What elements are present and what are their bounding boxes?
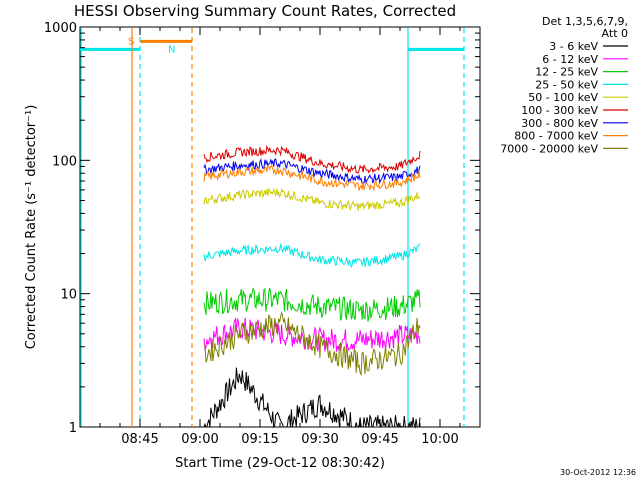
legend-label: 100 - 300 keV (521, 104, 598, 117)
y-tick-label: 1 (69, 421, 77, 436)
legend-label: 12 - 25 keV (535, 66, 598, 79)
interval-lines (80, 28, 465, 427)
timestamp: 30-Oct-2012 12:36 (560, 468, 636, 477)
x-tick-label: 09:15 (241, 432, 278, 447)
legend-label: 3 - 6 keV (549, 40, 598, 53)
x-tick-label: 10:00 (421, 432, 458, 447)
legend-label: 6 - 12 keV (542, 53, 598, 66)
x-axis-label: Start Time (29-Oct-12 08:30:42) (175, 456, 385, 471)
series-lines (203, 144, 421, 429)
legend-label: 7000 - 20000 keV (500, 142, 598, 155)
annotation-label: S (128, 36, 134, 47)
y-axis-label: Corrected Count Rate (s⁻¹ detector⁻¹) (24, 105, 39, 350)
legend-label: 300 - 800 keV (521, 117, 598, 130)
x-tick-label: 09:30 (301, 432, 338, 447)
legend-label: 50 - 100 keV (528, 91, 598, 104)
series-line-4 (203, 243, 421, 269)
x-tick-label: 09:45 (361, 432, 398, 447)
annotations: SN (128, 36, 175, 55)
y-tick-label: 1000 (44, 21, 77, 36)
series-line-3 (203, 287, 421, 322)
interval-bars (80, 39, 464, 51)
legend-label: 800 - 7000 keV (514, 130, 598, 143)
x-tick-label: 09:00 (181, 432, 218, 447)
y-axis-ticks: 1 10 100 1000 (44, 21, 480, 436)
series-line-5 (203, 187, 421, 212)
y-tick-label: 10 (60, 288, 77, 303)
series-line-1 (203, 367, 421, 429)
annotation-label: N (168, 44, 175, 55)
legend-header-line-2: Att 0 (602, 27, 628, 40)
legend-label: 25 - 50 keV (535, 78, 598, 91)
chart-title: HESSI Observing Summary Count Rates, Cor… (74, 2, 456, 20)
series-line-8 (203, 165, 421, 192)
series-line-7 (203, 158, 421, 185)
series-line-2 (203, 317, 421, 352)
legend-header-line-1: Det 1,3,5,6,7,9, (542, 15, 628, 28)
x-axis-ticks: 08:45 09:00 09:15 09:30 09:45 10:00 (99, 27, 461, 447)
y-tick-label: 100 (52, 154, 77, 169)
series-line-9 (203, 310, 421, 377)
x-tick-label: 08:45 (121, 432, 158, 447)
series-line-6 (203, 144, 421, 174)
